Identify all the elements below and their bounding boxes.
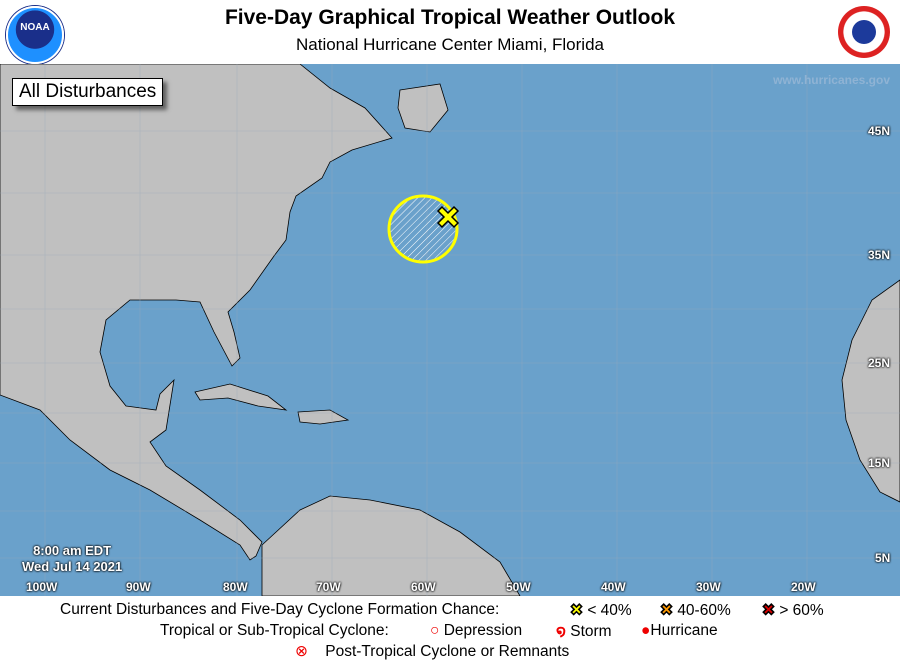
lon-label: 100W (26, 580, 58, 594)
lon-label: 60W (411, 580, 436, 594)
legend-storm: ໑ Storm (556, 623, 612, 640)
lat-label: 15N (868, 456, 891, 470)
legend-formation-label: Current Disturbances and Five-Day Cyclon… (60, 601, 500, 618)
lat-label: 5N (875, 551, 891, 565)
legend-cyclone-label: Tropical or Sub-Tropical Cyclone: (160, 622, 389, 639)
website-url: www.hurricanes.gov (773, 73, 890, 87)
lon-label: 40W (601, 580, 626, 594)
lon-label: 90W (126, 580, 151, 594)
south-america-land (261, 495, 521, 596)
lat-label: 25N (868, 356, 891, 370)
disturbance-area[interactable] (387, 194, 460, 264)
africa-land (841, 279, 900, 503)
noaa-logo: NOAA (6, 6, 64, 64)
x-low-icon: ✖ (570, 602, 584, 620)
legend-post-tropical: ⊗ Post-Tropical Cyclone or Remnants (295, 643, 570, 660)
lon-label: 20W (791, 580, 816, 594)
newfoundland-land (397, 83, 449, 133)
lat-label: 35N (868, 248, 891, 262)
post-tropical-icon: ⊗ (295, 643, 308, 660)
legend-depression: ○ Depression (430, 622, 523, 639)
north-america-land (0, 64, 393, 561)
legend-mid: ✖ 40-60% (660, 602, 731, 620)
page-title: Five-Day Graphical Tropical Weather Outl… (224, 6, 676, 29)
hispaniola-land (297, 409, 350, 425)
depression-icon: ○ (430, 622, 440, 639)
x-mid-icon: ✖ (660, 602, 674, 620)
legend-hurricane: ●Hurricane (641, 622, 718, 639)
lon-label: 30W (696, 580, 721, 594)
legend-low: ✖ < 40% (570, 602, 632, 620)
nws-logo (838, 6, 890, 58)
legend-high: ✖ > 60% (762, 602, 824, 620)
x-marker-icon (436, 205, 460, 229)
timestamp: 8:00 am EDT Wed Jul 14 2021 (22, 543, 123, 574)
lon-label: 80W (223, 580, 248, 594)
storm-icon: ໑ (556, 623, 566, 640)
lat-label: 45N (868, 124, 891, 138)
cuba-land (194, 383, 288, 411)
hurricane-icon: ● (641, 622, 651, 639)
outlook-map (0, 64, 900, 596)
lon-label: 70W (316, 580, 341, 594)
x-high-icon: ✖ (762, 602, 776, 620)
page-subtitle: National Hurricane Center Miami, Florida (295, 35, 604, 54)
lon-label: 50W (506, 580, 531, 594)
all-disturbances-label: All Disturbances (12, 78, 164, 106)
